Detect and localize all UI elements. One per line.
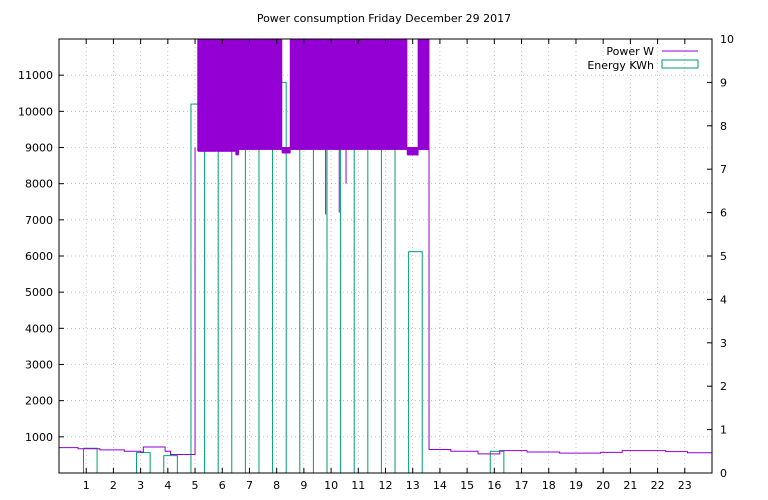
y-tick-label: 2000 — [25, 395, 53, 408]
power-burst — [216, 38, 237, 152]
grid — [59, 39, 712, 473]
y2-tick-label: 10 — [720, 33, 734, 46]
power-burst — [281, 147, 291, 154]
y2-tick-label: 6 — [720, 207, 727, 220]
power-burst — [197, 38, 218, 152]
legend-label-power: Power W — [606, 45, 654, 58]
x-tick-label: 18 — [542, 479, 556, 492]
y-tick-label: 4000 — [25, 322, 53, 335]
legend: Power W Energy KWh — [587, 45, 699, 72]
x-tick-label: 10 — [324, 479, 338, 492]
y2-tick-label: 3 — [720, 337, 727, 350]
y2-tick-label: 1 — [720, 424, 727, 437]
y2-tick-label: 8 — [720, 120, 727, 133]
x-tick-label: 5 — [192, 479, 199, 492]
x-tick-label: 11 — [351, 479, 365, 492]
legend-swatch-energy — [661, 59, 699, 69]
power-burst — [289, 38, 351, 150]
y-tick-label: 11000 — [18, 69, 53, 82]
y2-tick-label: 7 — [720, 163, 727, 176]
x-tick-label: 20 — [596, 479, 610, 492]
y2-tick-label: 9 — [720, 76, 727, 89]
x-tick-label: 13 — [406, 479, 420, 492]
x-tick-label: 21 — [623, 479, 637, 492]
x-tick-label: 9 — [300, 479, 307, 492]
legend-label-energy: Energy KWh — [587, 59, 654, 72]
y-tick-label: 6000 — [25, 250, 53, 263]
y2-tick-label: 5 — [720, 250, 727, 263]
power-line — [59, 38, 712, 456]
axis-ticks: 1 2 3 4 5 6 7 8 9 10 11 12 13 14 15 16 17 18 19 20 21 22 23100… — [18, 33, 734, 492]
y2-tick-label: 2 — [720, 380, 727, 393]
x-tick-label: 23 — [678, 479, 692, 492]
x-tick-label: 4 — [164, 479, 171, 492]
y2-tick-label: 4 — [720, 293, 727, 306]
x-tick-label: 14 — [433, 479, 447, 492]
x-tick-label: 17 — [515, 479, 529, 492]
chart-title: Power consumption Friday December 29 201… — [257, 12, 511, 25]
power-line-segment — [428, 147, 712, 455]
x-tick-label: 6 — [219, 479, 226, 492]
y2-tick-label: 0 — [720, 467, 727, 480]
y-tick-label: 9000 — [25, 142, 53, 155]
x-tick-label: 7 — [246, 479, 253, 492]
power-line-segment — [59, 147, 196, 456]
x-tick-label: 12 — [379, 479, 393, 492]
x-tick-label: 8 — [273, 479, 280, 492]
y-tick-label: 7000 — [25, 214, 53, 227]
x-tick-label: 22 — [651, 479, 665, 492]
y-tick-label: 10000 — [18, 105, 53, 118]
x-tick-label: 1 — [83, 479, 90, 492]
power-burst — [406, 147, 419, 156]
y-tick-label: 3000 — [25, 359, 53, 372]
y-tick-label: 8000 — [25, 178, 53, 191]
x-tick-label: 2 — [110, 479, 117, 492]
power-burst — [349, 38, 408, 150]
x-tick-label: 3 — [137, 479, 144, 492]
x-tick-label: 19 — [569, 479, 583, 492]
power-burst — [238, 38, 283, 150]
y-tick-label: 5000 — [25, 286, 53, 299]
x-tick-label: 16 — [487, 479, 501, 492]
x-tick-label: 15 — [460, 479, 474, 492]
y-tick-label: 1000 — [25, 431, 53, 444]
power-burst — [417, 38, 430, 150]
